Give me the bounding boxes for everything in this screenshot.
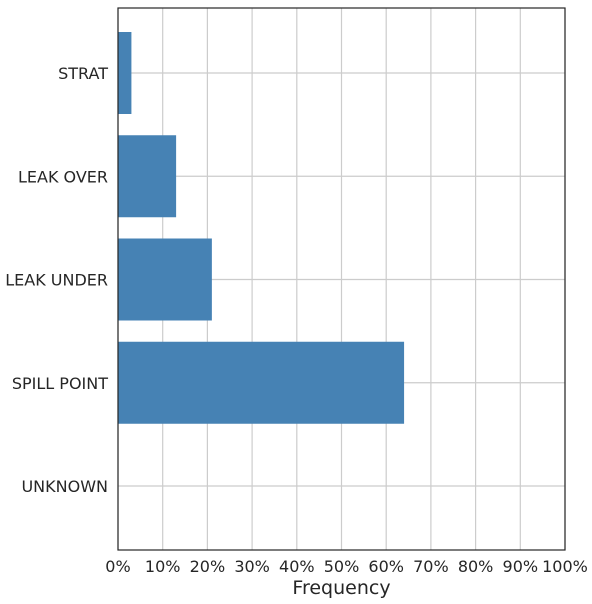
- bar-leak-under: [118, 238, 212, 321]
- x-tick-label: 90%: [503, 557, 539, 576]
- x-tick-label: 50%: [324, 557, 360, 576]
- x-tick-label: 0%: [105, 557, 130, 576]
- x-tick-label: 100%: [542, 557, 588, 576]
- x-tick-label: 40%: [279, 557, 315, 576]
- x-tick-label: 80%: [458, 557, 494, 576]
- x-axis-title: Frequency: [292, 577, 390, 599]
- bars: [118, 32, 405, 424]
- bar-leak-over: [118, 135, 177, 218]
- y-tick-label: LEAK UNDER: [5, 271, 108, 290]
- x-tick-label: 70%: [413, 557, 449, 576]
- plot-frame: [117, 7, 566, 551]
- x-tick-labels: 0% 10% 20% 30% 40% 50% 60% 70% 80% 90% 100%: [105, 557, 588, 576]
- y-tick-label: LEAK OVER: [18, 167, 108, 186]
- x-tick-label: 30%: [234, 557, 270, 576]
- bar-strat: [118, 32, 132, 114]
- y-tick-labels: STRAT LEAK OVER LEAK UNDER SPILL POINT UNKNO…: [5, 64, 108, 496]
- y-tick-label: STRAT: [58, 64, 108, 83]
- x-tick-label: 10%: [145, 557, 181, 576]
- bar-spill-point: [118, 341, 405, 424]
- y-tick-label: UNKNOWN: [21, 477, 108, 496]
- x-tick-label: 20%: [190, 557, 226, 576]
- x-tick-label: 60%: [368, 557, 404, 576]
- y-tick-label: SPILL POINT: [12, 374, 108, 393]
